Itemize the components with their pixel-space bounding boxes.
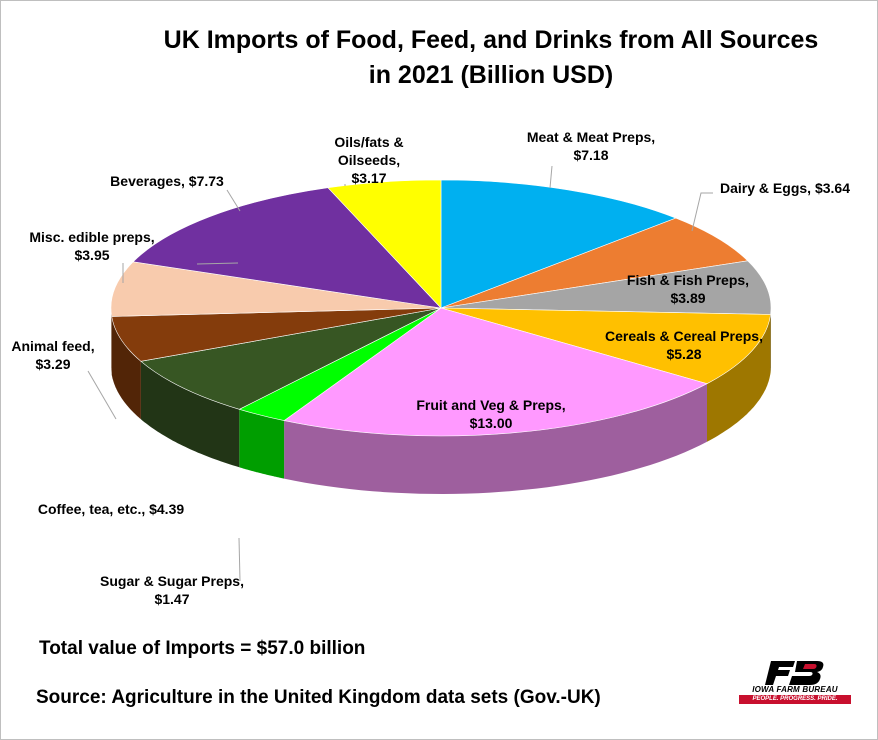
leader-line	[87, 370, 117, 420]
pie-side-animal-feed	[111, 316, 141, 420]
source-note: Source: Agriculture in the United Kingdo…	[36, 687, 601, 708]
pie-slice-cereals-cereal-preps	[440, 307, 771, 385]
label-animal-feed: Animal feed, $3.29	[11, 338, 95, 372]
leader-line	[238, 537, 241, 582]
label-meat: Meat & Meat Preps, $7.18	[526, 129, 656, 163]
leader-line	[549, 165, 553, 189]
total-note: Total value of Imports = $57.0 billion	[39, 638, 366, 659]
pie-side-misc-edible-preps	[111, 308, 112, 375]
pie-slice-fruit-and-veg-preps	[283, 307, 708, 437]
label-beverages: Beverages, $7.73	[110, 173, 224, 189]
logo-name: IOWA FARM BUREAU	[752, 685, 838, 694]
pie-slice-dairy-eggs	[440, 217, 749, 309]
pie-slice-coffee-tea-etc	[140, 307, 442, 410]
pie-slice-oils-fats-oilseeds	[327, 179, 442, 309]
label-sugar: Sugar & Sugar Preps, $1.47	[100, 573, 244, 607]
pie-side-walls	[111, 308, 771, 494]
leader-lines	[87, 165, 713, 582]
pie-side-fruit-and-veg-preps	[284, 383, 707, 494]
pie-top	[110, 179, 772, 437]
logo-tagline: PEOPLE. PROGRESS. PRIDE.	[739, 695, 851, 704]
label-dairy: Dairy & Eggs, $3.64	[720, 180, 850, 196]
chart-title: UK Imports of Food, Feed, and Drinks fro…	[141, 23, 841, 93]
pie-slice-misc-edible-preps	[110, 261, 442, 317]
pie-side-cereals-cereal-preps	[707, 314, 771, 442]
pie-slice-meat-meat-preps	[440, 179, 677, 309]
iowa-farm-bureau-logo: IOWA FARM BUREAU PEOPLE. PROGRESS. PRIDE…	[737, 661, 853, 707]
fb-logo-icon	[765, 661, 824, 685]
label-fish: Fish & Fish Preps, $3.89	[626, 272, 750, 306]
pie-side-sugar-sugar-preps	[239, 409, 285, 479]
label-fruit: Fruit and Veg & Preps, $13.00	[416, 397, 566, 431]
label-coffee: Coffee, tea, etc., $4.39	[37, 501, 185, 517]
pie-side-coffee-tea-etc	[140, 361, 240, 468]
pie-slice-beverages	[132, 187, 442, 309]
leader-line	[691, 192, 713, 232]
chart-title-line-2: in 2021 (Billion USD)	[368, 61, 614, 89]
pie-slice-fish-fish-preps	[440, 260, 772, 315]
label-oils: Oils/fats & Oilseeds, $3.17	[334, 134, 404, 186]
leader-line	[226, 189, 241, 212]
chart-title-line-1: UK Imports of Food, Feed, and Drinks fro…	[163, 26, 819, 54]
label-cereals: Cereals & Cereal Preps, $5.28	[605, 328, 763, 362]
leader-line	[196, 262, 239, 265]
label-misc: Misc. edible preps, $3.95	[29, 229, 155, 263]
